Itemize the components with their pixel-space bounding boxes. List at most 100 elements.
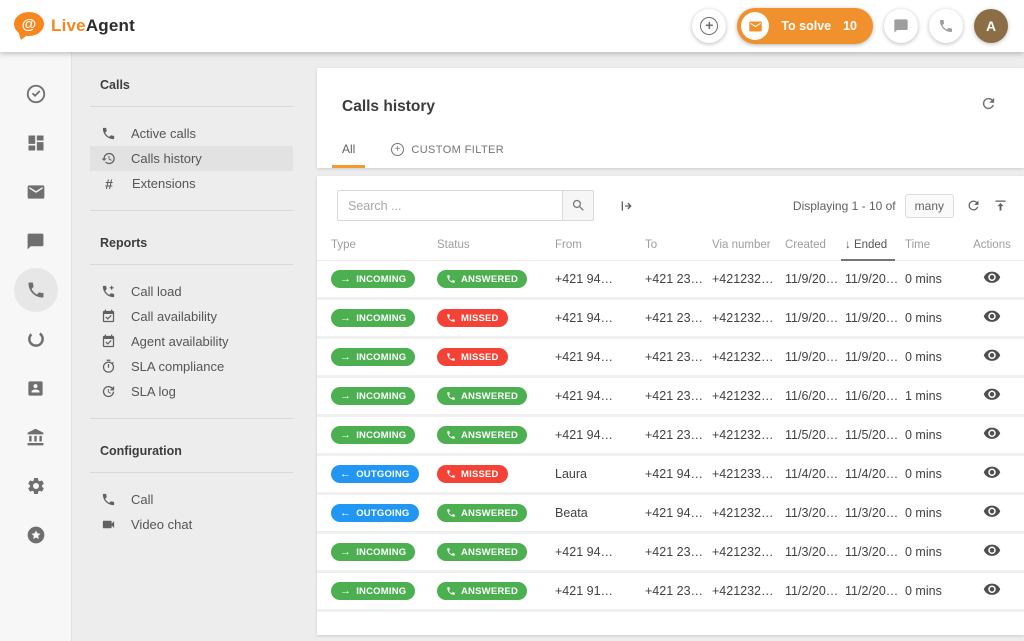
column-header-to[interactable]: To <box>645 239 658 251</box>
eye-icon <box>983 349 1001 361</box>
table-row[interactable]: → INCOMING MISSED +421 94… +421 23… +421… <box>317 300 1024 339</box>
phone-icon <box>447 353 455 361</box>
add-new-button[interactable]: + <box>692 9 727 43</box>
sidebar-item-sla-compliance[interactable]: SLA compliance <box>90 354 293 379</box>
view-call-button[interactable] <box>983 349 1001 363</box>
table-row[interactable]: ← OUTGOING MISSED Laura +421 94… +421233… <box>317 456 1024 495</box>
column-header-time[interactable]: Time <box>905 239 931 251</box>
cell-time: 0 mins <box>905 428 942 442</box>
logo-bubble-icon: @ <box>14 12 44 42</box>
direction-arrow-icon: ← <box>340 506 352 519</box>
sidebar-item-label: Calls history <box>131 151 202 166</box>
eye-icon <box>983 427 1001 439</box>
rail-item-tickets[interactable] <box>14 170 58 214</box>
type-badge-label: INCOMING <box>356 546 407 558</box>
rail-item-contacts[interactable] <box>14 366 58 410</box>
cell-ended: 11/9/20… <box>845 350 899 364</box>
rail-item-chats[interactable] <box>14 219 58 263</box>
table-row[interactable]: → INCOMING MISSED +421 94… +421 23… +421… <box>317 339 1024 378</box>
envelope-icon <box>741 12 770 40</box>
view-call-button[interactable] <box>983 505 1001 519</box>
refresh-icon <box>982 97 995 110</box>
user-avatar[interactable]: A <box>974 9 1008 43</box>
type-badge: → INCOMING <box>331 543 416 561</box>
status-badge-label: ANSWERED <box>461 390 519 402</box>
search-button[interactable] <box>562 190 594 221</box>
refresh-list-button[interactable] <box>966 198 981 213</box>
total-count-button[interactable]: many <box>904 193 954 218</box>
cell-created: 11/2/20… <box>785 584 839 598</box>
table-row[interactable]: → INCOMING ANSWERED +421 94… +421 23… +4… <box>317 534 1024 573</box>
cell-ended: 11/9/20… <box>845 311 899 325</box>
scroll-to-top-button[interactable] <box>993 198 1008 213</box>
table-row[interactable]: ← OUTGOING ANSWERED Beata +421 94… +4212… <box>317 495 1024 534</box>
sidebar-item-call-availability[interactable]: Call availability <box>90 304 293 329</box>
status-badge-label: ANSWERED <box>461 546 519 558</box>
rail-item-settings[interactable] <box>14 464 58 508</box>
view-call-button[interactable] <box>983 544 1001 558</box>
tab-all[interactable]: All <box>331 142 366 168</box>
column-header-type[interactable]: Type <box>331 239 356 251</box>
sidebar-item-active-calls[interactable]: Active calls <box>90 121 293 146</box>
table-row[interactable]: → INCOMING ANSWERED +421 94… +421 23… +4… <box>317 261 1024 300</box>
cell-created: 11/6/20… <box>785 389 839 403</box>
type-badge: → INCOMING <box>331 387 416 405</box>
cell-time: 0 mins <box>905 467 942 481</box>
rail-item-resolve[interactable] <box>14 72 58 116</box>
column-header-created[interactable]: Created <box>785 239 826 251</box>
top-header: @ LiveAgent + To solve 10 A <box>0 0 1024 52</box>
sidebar-item-sla-log[interactable]: SLA log <box>90 379 293 404</box>
type-badge-label: INCOMING <box>356 312 407 324</box>
sidebar-item-agent-availability[interactable]: Agent availability <box>90 329 293 354</box>
rail-item-social[interactable] <box>14 317 58 361</box>
table-row[interactable]: → INCOMING ANSWERED +421 94… +421 23… +4… <box>317 378 1024 417</box>
column-header-via-number[interactable]: Via number <box>712 239 771 251</box>
tab-custom-filter[interactable]: + CUSTOM FILTER <box>391 143 504 168</box>
column-header-from[interactable]: From <box>555 239 582 251</box>
phone-icon <box>102 493 115 506</box>
displaying-text: Displaying 1 - 10 of <box>792 198 896 213</box>
column-header-ended[interactable]: ↓ Ended <box>841 239 905 261</box>
column-header-status[interactable]: Status <box>437 239 470 251</box>
sidebar-item-call-load[interactable]: Call load <box>90 279 293 304</box>
view-call-button[interactable] <box>983 427 1001 441</box>
search-icon <box>572 199 584 211</box>
status-badge-label: ANSWERED <box>461 585 519 597</box>
status-badge: ANSWERED <box>437 543 528 561</box>
rail-item-getting-started[interactable] <box>14 513 58 557</box>
sidebar-item-label: SLA compliance <box>131 359 225 374</box>
cell-from: +421 91… <box>555 584 614 598</box>
rail-item-calls[interactable] <box>13 268 58 312</box>
calls-history-header-card: Calls history All + CUSTOM FILTER <box>317 68 1024 168</box>
rail-item-academy[interactable] <box>14 415 58 459</box>
search-input[interactable] <box>337 190 562 221</box>
status-badge-label: MISSED <box>461 351 499 363</box>
sidebar-item-label: Active calls <box>131 126 197 141</box>
view-call-button[interactable] <box>983 310 1001 324</box>
resume-filter-button[interactable] <box>619 198 635 214</box>
table-row[interactable]: → INCOMING ANSWERED +421 91… +421 23… +4… <box>317 573 1024 612</box>
to-solve-button[interactable]: To solve 10 <box>737 8 873 44</box>
status-badge-label: ANSWERED <box>461 273 519 285</box>
cell-from: Beata <box>555 506 588 520</box>
refresh-button[interactable] <box>980 95 997 112</box>
cell-from: +421 94… <box>555 428 614 442</box>
chats-button[interactable] <box>884 9 918 43</box>
liveagent-logo[interactable]: @ LiveAgent <box>14 12 135 42</box>
cell-via-number: +421232… <box>712 350 774 364</box>
sidebar-item-calls-history[interactable]: Calls history <box>90 146 293 171</box>
sidebar-item-call-config[interactable]: Call <box>90 487 293 512</box>
calls-button[interactable] <box>929 9 963 43</box>
cell-from: +421 94… <box>555 389 614 403</box>
view-call-button[interactable] <box>983 583 1001 597</box>
sidebar-item-extensions[interactable]: # Extensions <box>90 171 293 196</box>
view-call-button[interactable] <box>983 466 1001 480</box>
eye-icon <box>983 388 1001 400</box>
cell-to: +421 23… <box>645 584 704 598</box>
table-row[interactable]: → INCOMING ANSWERED +421 94… +421 23… +4… <box>317 417 1024 456</box>
view-call-button[interactable] <box>983 388 1001 402</box>
view-call-button[interactable] <box>983 271 1001 285</box>
type-badge: ← OUTGOING <box>331 465 419 483</box>
sidebar-item-video-chat[interactable]: Video chat <box>90 512 293 537</box>
rail-item-dashboard[interactable] <box>14 121 58 165</box>
